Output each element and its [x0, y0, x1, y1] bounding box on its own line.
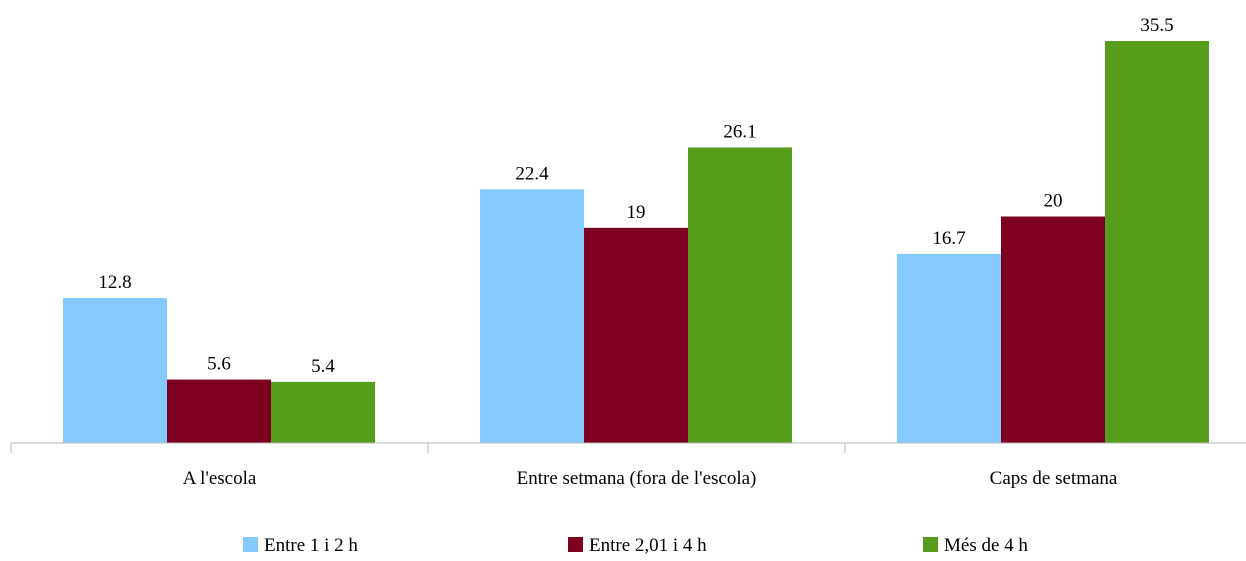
data-label-entre-2-01-i-4-h-caps-de-setmana: 20	[1044, 191, 1063, 212]
legend-label-entre-2-01-i-4-h: Entre 2,01 i 4 h	[589, 535, 707, 556]
data-label-entre-1-i-2-h-a-l-escola: 12.8	[98, 272, 131, 293]
data-label-m-s-de-4-h-a-l-escola: 5.4	[311, 356, 335, 377]
legend-swatch-entre-2-01-i-4-h	[568, 537, 583, 552]
legend-label-m-s-de-4-h: Més de 4 h	[944, 535, 1028, 556]
legend-item-entre-2-01-i-4-h: Entre 2,01 i 4 h	[568, 535, 707, 556]
x-tick-label-a-l-escola: A l'escola	[183, 468, 257, 489]
data-labels-layer: 12.8 5.6 5.4 22.4 19 26.1 16.7 20 35.5	[98, 15, 1173, 377]
bar-entre-2-01-i-4-h-a-l-escola	[167, 379, 271, 443]
legend-label-entre-1-i-2-h: Entre 1 i 2 h	[264, 535, 358, 556]
bar-entre-2-01-i-4-h-entre-setmana-fora-de-l-escola	[584, 227, 688, 443]
bar-entre-1-i-2-h-a-l-escola	[63, 298, 167, 443]
legend-swatch-m-s-de-4-h	[923, 537, 938, 552]
x-tick-label-entre-setmana-fora-de-l-escola: Entre setmana (fora de l'escola)	[517, 468, 757, 489]
data-label-m-s-de-4-h-caps-de-setmana: 35.5	[1140, 15, 1173, 36]
data-label-entre-1-i-2-h-caps-de-setmana: 16.7	[932, 228, 965, 249]
bar-entre-1-i-2-h-caps-de-setmana	[897, 253, 1001, 443]
bar-entre-2-01-i-4-h-caps-de-setmana	[1001, 216, 1105, 443]
bar-m-s-de-4-h-caps-de-setmana	[1105, 41, 1209, 443]
bar-m-s-de-4-h-a-l-escola	[271, 381, 375, 443]
data-label-entre-1-i-2-h-entre-setmana-fora-de-l-escola: 22.4	[515, 163, 549, 184]
legend-item-entre-1-i-2-h: Entre 1 i 2 h	[243, 535, 358, 556]
bar-entre-1-i-2-h-entre-setmana-fora-de-l-escola	[480, 189, 584, 443]
data-label-entre-2-01-i-4-h-a-l-escola: 5.6	[207, 354, 231, 375]
x-tick-label-caps-de-setmana: Caps de setmana	[990, 468, 1118, 489]
legend-item-m-s-de-4-h: Més de 4 h	[923, 535, 1028, 556]
legend-swatch-entre-1-i-2-h	[243, 537, 258, 552]
data-label-m-s-de-4-h-entre-setmana-fora-de-l-escola: 26.1	[723, 121, 756, 142]
bar-m-s-de-4-h-entre-setmana-fora-de-l-escola	[688, 147, 792, 443]
legend: Entre 1 i 2 h Entre 2,01 i 4 h Més de 4 h	[243, 535, 1028, 556]
data-label-entre-2-01-i-4-h-entre-setmana-fora-de-l-escola: 19	[627, 202, 646, 223]
x-axis: A l'escola Entre setmana (fora de l'escol…	[10, 442, 1246, 489]
bars-layer	[63, 41, 1209, 443]
